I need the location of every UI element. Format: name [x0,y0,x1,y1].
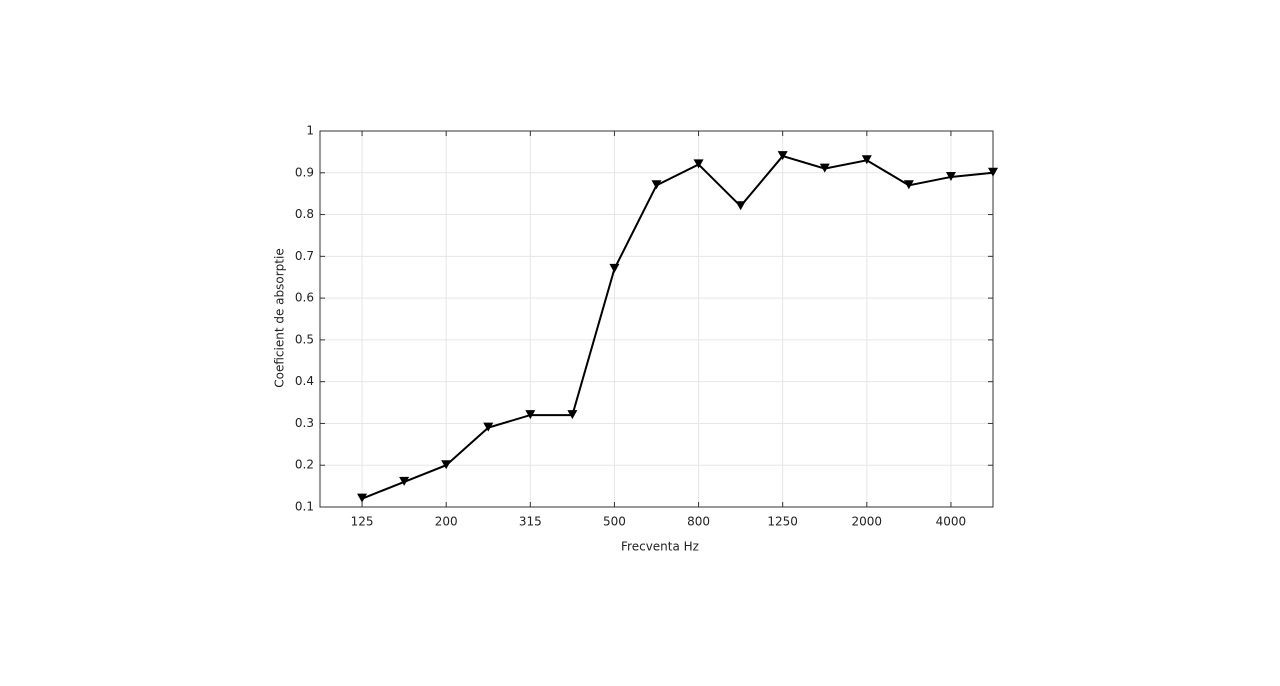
marker [525,410,536,420]
marker [609,263,620,273]
marker [357,493,368,503]
marker [735,201,746,211]
marker [693,159,704,169]
y-tick-label: 0.8 [295,207,314,221]
marker [861,155,872,165]
marker [945,171,956,181]
marker [777,151,788,161]
y-tick-label: 1 [306,124,314,138]
y-tick-label: 0.3 [295,416,314,430]
x-tick-label: 4000 [936,515,967,529]
marker [567,410,578,420]
x-axis-label: Frecventa Hz [621,540,699,554]
marker [441,460,452,470]
marker [988,167,998,177]
marker [903,180,914,190]
y-tick-label: 0.9 [295,165,314,179]
x-tick-label: 125 [351,515,374,529]
x-tick-label: 2000 [852,515,883,529]
y-tick-label: 0.2 [295,458,314,472]
y-tick-label: 0.4 [295,374,314,388]
x-tick-label: 1250 [767,515,798,529]
y-tick-label: 0.5 [295,332,314,346]
marker [819,163,830,173]
plot-frame [319,130,994,508]
marker [483,422,494,432]
line [361,154,994,500]
x-tick-label: 200 [435,515,458,529]
y-tick-label: 0.6 [295,291,314,305]
y-tick-label: 0.7 [295,249,314,263]
x-tick-label: 315 [519,515,542,529]
x-tick-label: 500 [603,515,626,529]
x-tick-label: 800 [687,515,710,529]
y-tick-label: 0.1 [295,500,314,514]
marker [651,180,662,190]
y-axis-label: Coeficient de absorptie [273,248,287,387]
marker [399,476,410,486]
